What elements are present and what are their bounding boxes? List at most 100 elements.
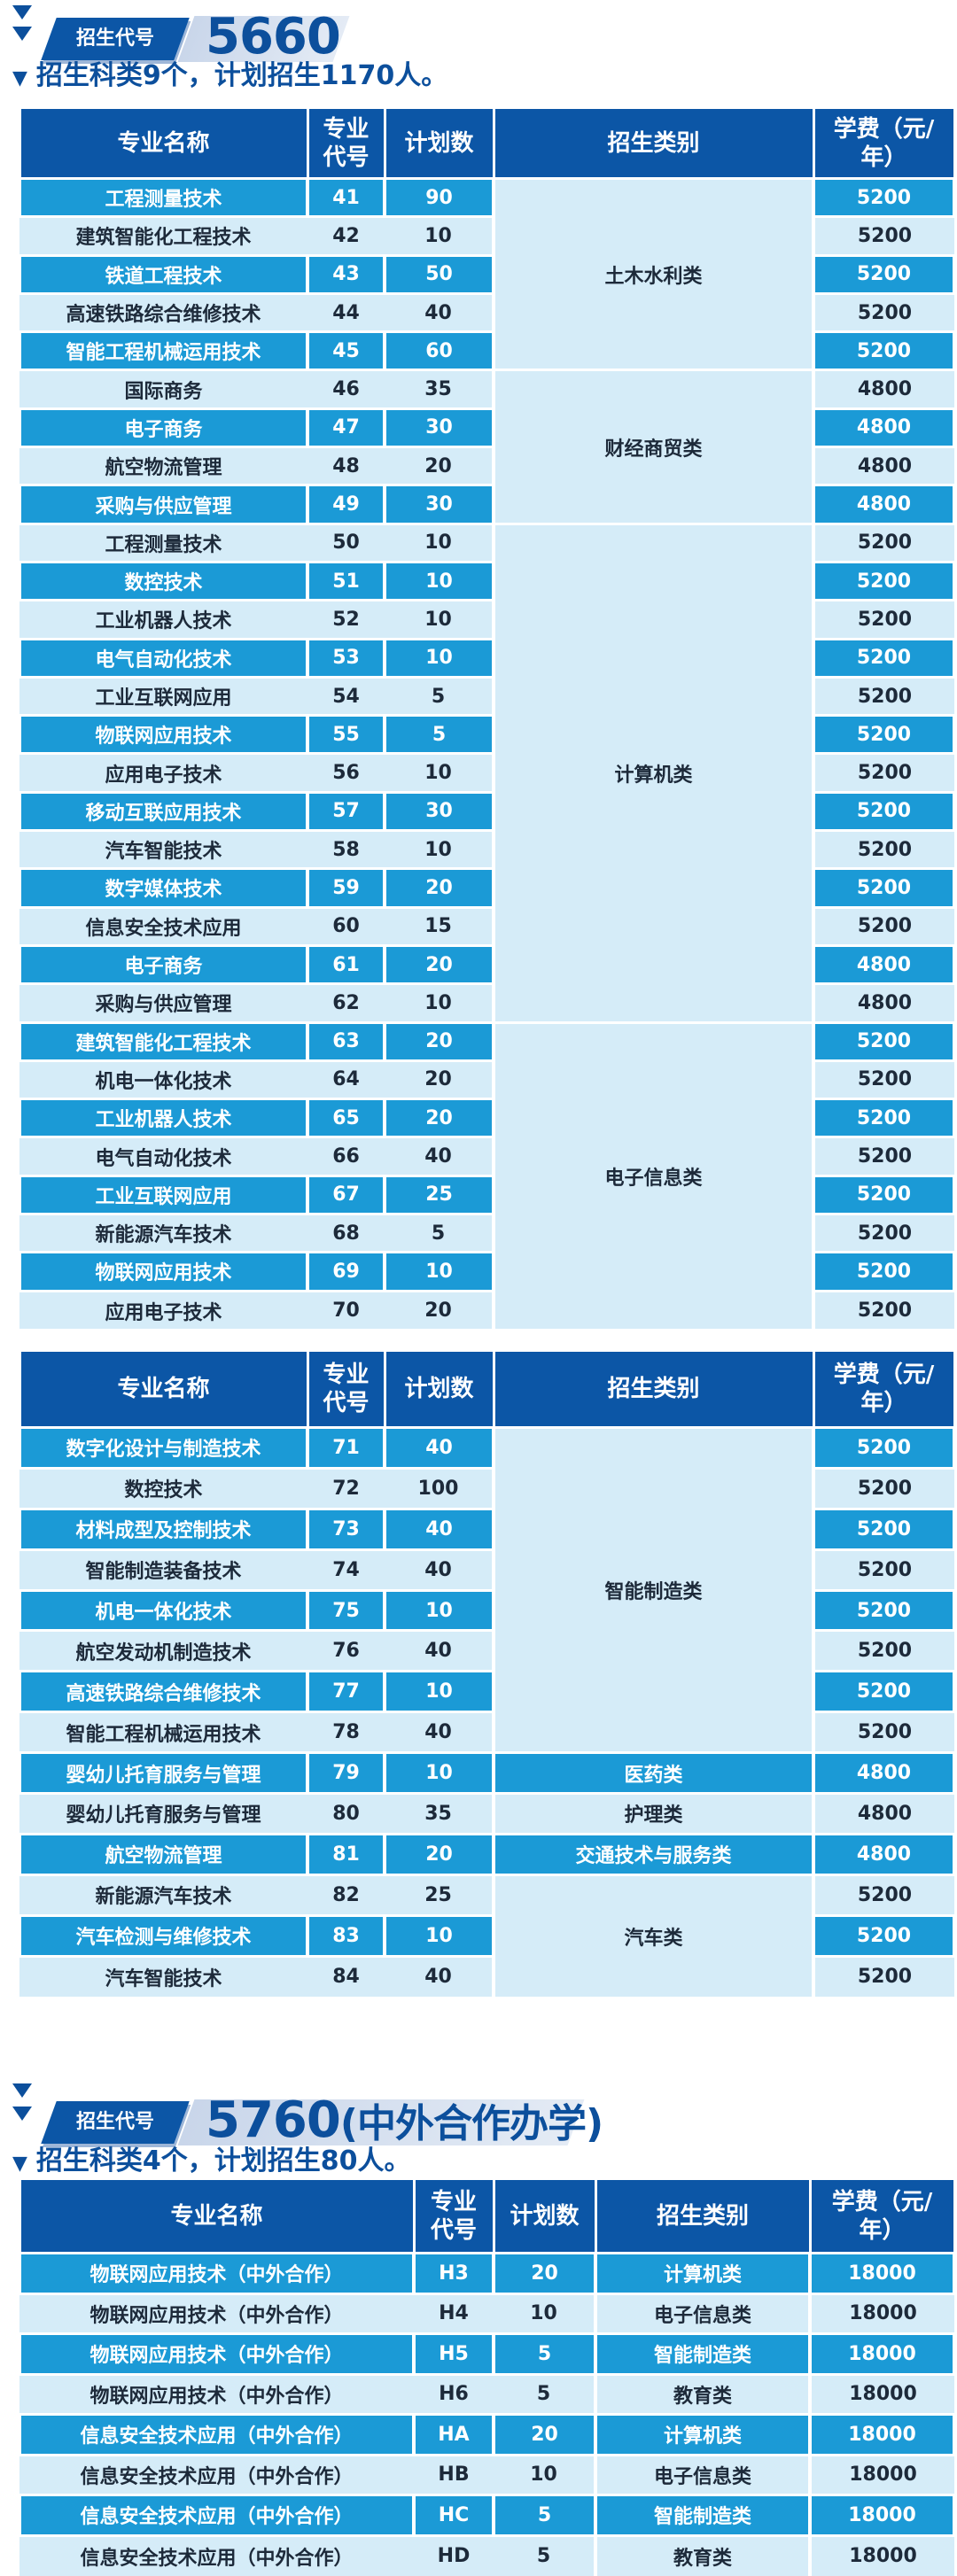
enroll-category: 教育类: [594, 2372, 812, 2415]
major-code: 57: [306, 790, 386, 831]
tuition-fee: 5200: [812, 714, 956, 754]
major-name: 汽车智能技术: [19, 1954, 307, 1997]
tuition-fee: 5200: [812, 1873, 954, 1916]
triangle-icon: [12, 2107, 32, 2121]
major-name: 建筑智能化工程技术: [18, 1020, 309, 1061]
enroll-category: 医药类: [492, 1751, 815, 1794]
major-code: 42: [307, 215, 385, 256]
tuition-fee: 5200: [812, 829, 954, 869]
tuition-fee: 4800: [812, 943, 956, 984]
table-row: 婴幼儿托育服务与管理 79 10 医药类 4800: [18, 1751, 956, 1794]
header-fee: 学费（元/年）: [812, 106, 956, 180]
plan-count: 10: [383, 637, 495, 678]
tuition-fee: 5200: [812, 675, 954, 716]
table-row: 汽车检测与维修技术 83 10 5200: [18, 1913, 956, 1957]
tuition-fee: 4800: [812, 1832, 956, 1875]
table-row: 信息安全技术应用（中外合作） HD 5 教育类 18000: [19, 2533, 954, 2576]
table-row: 物联网应用技术（中外合作） H6 5 教育类 18000: [19, 2372, 954, 2415]
major-name: 采购与供应管理: [19, 982, 307, 1023]
major-code: 67: [306, 1174, 386, 1214]
enroll-code-badge: 招生代号: [41, 2101, 190, 2144]
tuition-fee: 5200: [812, 291, 954, 332]
major-name: 物联网应用技术（中外合作）: [19, 2292, 414, 2334]
plan-count: 10: [385, 215, 494, 256]
major-name: 工程测量技术: [19, 522, 307, 563]
tuition-fee: 18000: [808, 2332, 956, 2374]
table-row: 移动互联应用技术 57 30 5200: [18, 790, 956, 831]
major-code: H4: [414, 2292, 494, 2334]
tuition-fee: 4800: [812, 369, 954, 409]
major-name: 信息安全技术应用: [19, 905, 307, 946]
major-code: 69: [306, 1251, 386, 1292]
plan-count: 40: [385, 1954, 494, 1997]
enroll-category: 电子信息类: [594, 2292, 812, 2334]
tuition-fee: 5200: [812, 1629, 954, 1672]
major-code: 66: [307, 1136, 385, 1176]
plan-count: 5: [494, 2533, 595, 2576]
table-row: 电气自动化技术 66 40 5200: [19, 1136, 954, 1176]
plan-count: 30: [383, 484, 495, 524]
tuition-fee: 5200: [812, 1913, 956, 1957]
enroll-category: 护理类: [492, 1792, 815, 1835]
tuition-fee: 5200: [812, 1426, 956, 1469]
plan-count: 30: [383, 407, 495, 447]
major-name: 新能源汽车技术: [19, 1213, 307, 1253]
tuition-fee: 5200: [812, 1466, 954, 1509]
tuition-fee: 18000: [808, 2372, 954, 2415]
header-plan: 计划数: [383, 1349, 495, 1429]
header-name: 专业名称: [18, 1349, 309, 1429]
table-row: 数字媒体技术 59 20 5200: [18, 867, 956, 908]
major-name: 物联网应用技术（中外合作）: [18, 2332, 416, 2374]
tuition-fee: 5200: [812, 1020, 956, 1061]
plan-count: 20: [492, 2413, 597, 2455]
major-name: 航空物流管理: [19, 446, 307, 485]
major-code: 74: [307, 1548, 385, 1591]
tuition-fee: 18000: [808, 2292, 954, 2334]
major-name: 汽车智能技术: [19, 829, 307, 869]
major-code: 70: [307, 1289, 385, 1330]
major-code: 53: [306, 637, 386, 678]
table-row: 机电一体化技术 64 20 5200: [19, 1059, 954, 1099]
major-code: 58: [307, 829, 385, 869]
plan-count: 20: [385, 1059, 494, 1099]
major-code: H5: [412, 2332, 495, 2374]
triangle-icon: [12, 27, 32, 41]
table-row: 信息安全技术应用（中外合作） HA 20 计算机类 18000: [18, 2413, 956, 2455]
plan-count: 40: [385, 1711, 494, 1753]
major-code: 52: [307, 599, 385, 640]
plan-count: 40: [385, 1548, 494, 1591]
major-name: 采购与供应管理: [18, 484, 309, 524]
major-code: 41: [306, 176, 386, 217]
major-code: 44: [307, 291, 385, 332]
table-row: 工业机器人技术 52 10 5200: [19, 599, 954, 640]
major-name: 航空物流管理: [18, 1832, 309, 1875]
tuition-fee: 5200: [812, 1136, 954, 1176]
major-name: 高速铁路综合维修技术: [18, 1670, 309, 1712]
tuition-fee: 5200: [812, 1251, 956, 1292]
major-name: 物联网应用技术（中外合作）: [19, 2372, 414, 2415]
plan-count: 10: [383, 1588, 495, 1631]
table-row: 工程测量技术 41 90 土木水利类 5200: [18, 176, 956, 370]
major-name: 工业机器人技术: [19, 599, 307, 640]
plan-count: 100: [385, 1466, 494, 1509]
tuition-fee: 5200: [812, 1098, 956, 1137]
table-row: 数控技术 51 10 5200: [18, 560, 956, 601]
major-name: 高速铁路综合维修技术: [19, 291, 307, 332]
enroll-category: 土木水利类: [492, 176, 815, 370]
header-category: 招生类别: [492, 1349, 815, 1429]
major-name: 应用电子技术: [19, 1289, 307, 1330]
major-name: 移动互联应用技术: [18, 790, 309, 831]
major-name: 电子商务: [18, 943, 309, 984]
major-code: H6: [414, 2372, 494, 2415]
tuition-fee: 5200: [812, 1174, 956, 1214]
tuition-fee: 5200: [812, 867, 956, 908]
major-code: 84: [307, 1954, 385, 1997]
major-name: 汽车检测与维修技术: [18, 1913, 309, 1957]
major-name: 工业互联网应用: [19, 675, 307, 716]
major-code: 65: [306, 1098, 386, 1137]
header-plan: 计划数: [383, 106, 495, 180]
triangle-icon: [12, 5, 32, 19]
major-name: 工业互联网应用: [18, 1174, 309, 1214]
table-row: 航空物流管理 81 20 交通技术与服务类 4800: [18, 1832, 956, 1875]
table-row: 物联网应用技术 55 5 5200: [18, 714, 956, 754]
